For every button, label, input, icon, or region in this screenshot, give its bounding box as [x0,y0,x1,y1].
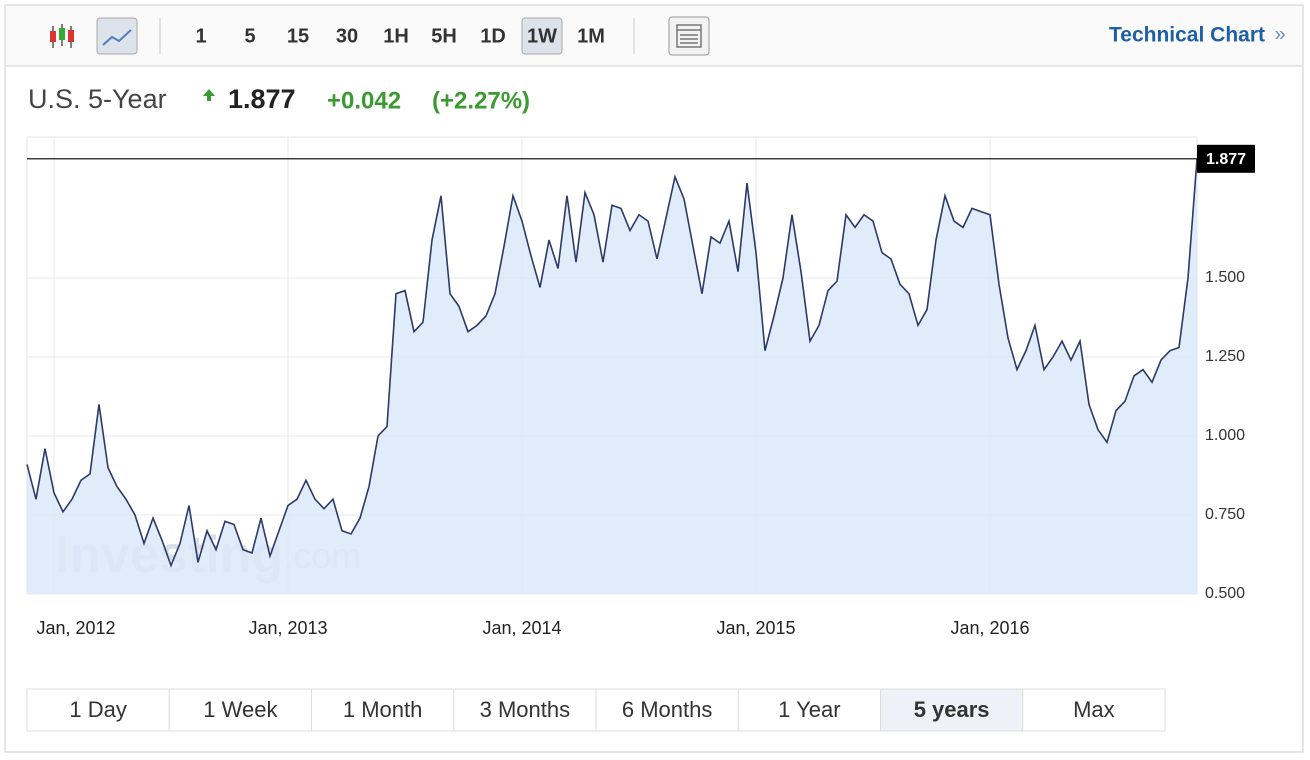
up-arrow [203,89,215,101]
last-value-label: 1.877 [1206,151,1246,168]
line-icon [102,29,132,46]
technical-chart-link[interactable]: Technical Chart [1109,24,1265,47]
range-button[interactable] [737,688,881,732]
interval-button[interactable]: 1W [527,25,557,47]
interval-button[interactable]: 1D [480,25,506,47]
table-icon [676,24,702,48]
range-button-label[interactable]: 1 Week [203,697,278,722]
y-tick-label: 1.000 [1205,427,1245,444]
interval-button[interactable]: 15 [287,25,309,47]
link-arrow[interactable]: » [1274,23,1285,45]
candle-icon[interactable] [50,24,74,48]
interval-button[interactable]: 1M [577,25,605,47]
plot: Investing.com0.5000.7501.0001.2501.500Ja… [26,137,1255,638]
range-button-label[interactable]: 1 Month [343,697,423,722]
change-percent: (+2.27%) [432,87,530,114]
x-tick-label: Jan, 2014 [482,618,561,638]
line-icon-button[interactable] [96,17,138,55]
interval-button[interactable]: 1 [195,25,206,47]
interval-button[interactable]: 5 [244,25,255,47]
range-button-label[interactable]: 3 Months [480,697,571,722]
y-tick-label: 0.500 [1205,585,1245,602]
y-tick-label: 1.250 [1205,348,1245,365]
interval-active-bg [521,17,563,55]
range-button-label[interactable]: Max [1073,697,1115,722]
table-icon-button[interactable] [668,16,710,56]
x-tick-label: Jan, 2012 [36,618,115,638]
range-button[interactable] [311,688,455,732]
x-tick-label: Jan, 2016 [950,618,1029,638]
range-button[interactable] [453,688,597,732]
x-tick-label: Jan, 2013 [248,618,327,638]
interval-button[interactable]: 1H [383,25,409,47]
x-tick-label: Jan, 2015 [716,618,795,638]
area-fill [27,158,1197,594]
range-button-label[interactable]: 1 Year [778,697,840,722]
range-button[interactable] [1022,688,1166,732]
toolbar [6,6,1302,66]
interval-button[interactable]: 30 [336,25,358,47]
price: 1.877 [228,84,296,114]
y-tick-label: 0.750 [1205,506,1245,523]
instrument-name: U.S. 5-Year [28,84,167,114]
range-button-label[interactable]: 5 years [914,697,990,722]
range-button-label[interactable]: 6 Months [622,697,713,722]
y-tick-label: 1.500 [1205,269,1245,286]
range-button[interactable] [168,688,312,732]
price-line [26,158,1198,568]
range-button[interactable] [26,688,170,732]
interval-button[interactable]: 5H [431,25,457,47]
range-button-label[interactable]: 1 Day [69,697,126,722]
range-button[interactable] [880,688,1024,732]
last-value-badge [1197,144,1255,173]
change: +0.042 [327,87,401,114]
range-button[interactable] [595,688,739,732]
